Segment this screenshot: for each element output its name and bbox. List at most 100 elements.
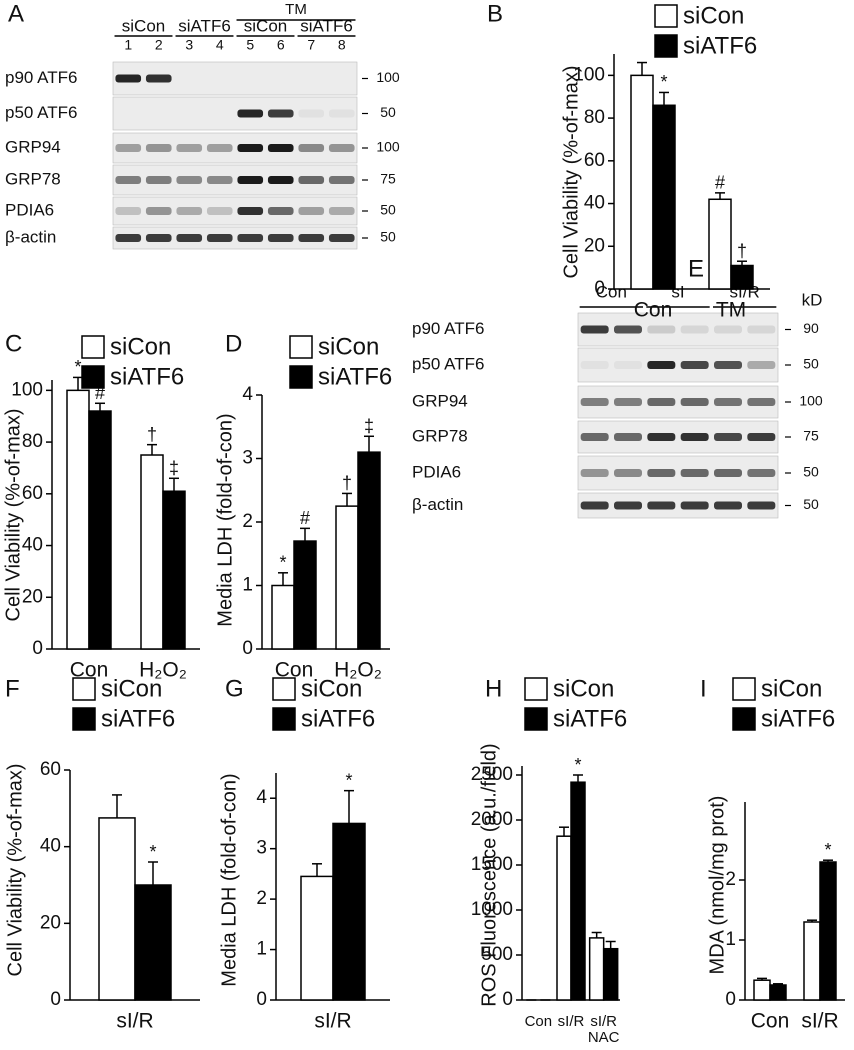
legend-label: siCon xyxy=(318,333,379,360)
blot-strip xyxy=(577,312,779,347)
bar xyxy=(88,410,112,650)
band xyxy=(580,361,609,369)
legend-label: siATF6 xyxy=(553,705,627,732)
kd-marker: 50 xyxy=(803,496,819,512)
band xyxy=(267,144,294,152)
panel-letter: A xyxy=(8,0,24,27)
significance-marker: † xyxy=(342,473,352,493)
significance-marker: * xyxy=(824,840,831,860)
kd-marker: 100 xyxy=(376,69,400,85)
row-label: p90 ATF6 xyxy=(5,68,77,87)
y-tick-label: 20 xyxy=(40,912,61,933)
band xyxy=(680,398,709,406)
lane-number: 4 xyxy=(216,37,224,53)
band xyxy=(145,74,172,83)
band xyxy=(328,176,355,184)
y-tick-label: 1 xyxy=(256,939,267,960)
band xyxy=(298,144,325,152)
y-tick-label: 1000 xyxy=(471,899,513,920)
y-tick-label: 40 xyxy=(40,836,61,857)
lane-group-label: siCon xyxy=(122,16,165,35)
y-tick-label: 0 xyxy=(242,638,253,659)
band xyxy=(206,234,233,242)
band xyxy=(747,361,776,369)
legend-swatch xyxy=(654,34,678,58)
bar xyxy=(335,505,359,650)
bar xyxy=(708,198,732,290)
legend-label: siATF6 xyxy=(318,363,392,390)
band xyxy=(176,144,203,152)
panel-letter: D xyxy=(225,330,242,357)
band xyxy=(714,501,742,510)
x-tick-label: sI/R xyxy=(314,1010,351,1033)
x-tick-label: TM xyxy=(716,299,746,322)
band xyxy=(237,207,264,215)
significance-marker: † xyxy=(147,424,157,444)
band xyxy=(614,501,642,510)
y-tick-label: 3 xyxy=(256,838,267,859)
significance-marker: * xyxy=(279,553,286,573)
significance-marker: # xyxy=(715,173,725,193)
band xyxy=(145,207,172,215)
band xyxy=(176,74,203,83)
x-tick-label: sI/R xyxy=(801,1010,838,1033)
y-tick-label: 3 xyxy=(242,448,253,469)
legend-swatch xyxy=(272,677,296,701)
legend-label: siCon xyxy=(110,333,171,360)
band xyxy=(614,469,642,477)
band xyxy=(298,109,325,118)
y-tick-label: 0 xyxy=(50,989,61,1010)
band xyxy=(714,325,742,334)
legend-swatch xyxy=(289,365,313,389)
band xyxy=(115,207,142,215)
band xyxy=(145,144,172,152)
lane-group-label: Con xyxy=(596,282,627,301)
band xyxy=(680,325,709,334)
x-tick-label: Con xyxy=(275,659,314,682)
x-tick-label: Con xyxy=(525,1013,553,1030)
panel-letter: H xyxy=(485,675,502,702)
x-tick-label: Con xyxy=(634,299,673,322)
row-label: PDIA6 xyxy=(412,462,461,481)
y-tick-label: 60 xyxy=(584,150,605,171)
lane-group-label: siATF6 xyxy=(178,16,231,35)
significance-marker: * xyxy=(345,770,352,790)
y-tick-label: 0 xyxy=(32,638,43,659)
legend-swatch xyxy=(81,365,105,389)
significance-marker: # xyxy=(300,508,310,528)
x-tick-label: Con xyxy=(70,659,109,682)
y-axis-label: Cell Viability (%-of-max) xyxy=(560,65,582,278)
band xyxy=(747,433,776,441)
band xyxy=(237,176,264,184)
y-tick-label: 20 xyxy=(22,586,43,607)
y-tick-label: 60 xyxy=(40,759,61,780)
bar xyxy=(769,984,787,1001)
band xyxy=(747,501,776,510)
lane-group-label: siATF6 xyxy=(300,16,353,35)
panel-letter: G xyxy=(225,675,244,702)
band xyxy=(267,234,294,242)
legend-label: siATF6 xyxy=(110,363,184,390)
band xyxy=(614,325,642,334)
band xyxy=(145,109,172,118)
band xyxy=(237,74,264,83)
bar xyxy=(332,822,366,1001)
y-tick-label: 2 xyxy=(725,869,736,890)
kd-marker: 50 xyxy=(380,104,396,120)
band xyxy=(267,176,294,184)
band xyxy=(267,109,294,118)
kd-marker: 75 xyxy=(380,171,396,187)
bar xyxy=(140,454,164,650)
band xyxy=(714,433,742,441)
y-tick-label: 500 xyxy=(481,944,513,965)
lane-number: 7 xyxy=(307,37,315,53)
band xyxy=(176,109,203,118)
band xyxy=(206,144,233,152)
band xyxy=(680,361,709,369)
bar xyxy=(357,451,381,650)
y-tick-label: 20 xyxy=(584,235,605,256)
y-axis-label: Media LDH (fold-of-con) xyxy=(218,773,240,986)
band xyxy=(680,433,709,441)
blot-strip xyxy=(577,455,779,491)
kd-marker: 50 xyxy=(803,356,819,372)
